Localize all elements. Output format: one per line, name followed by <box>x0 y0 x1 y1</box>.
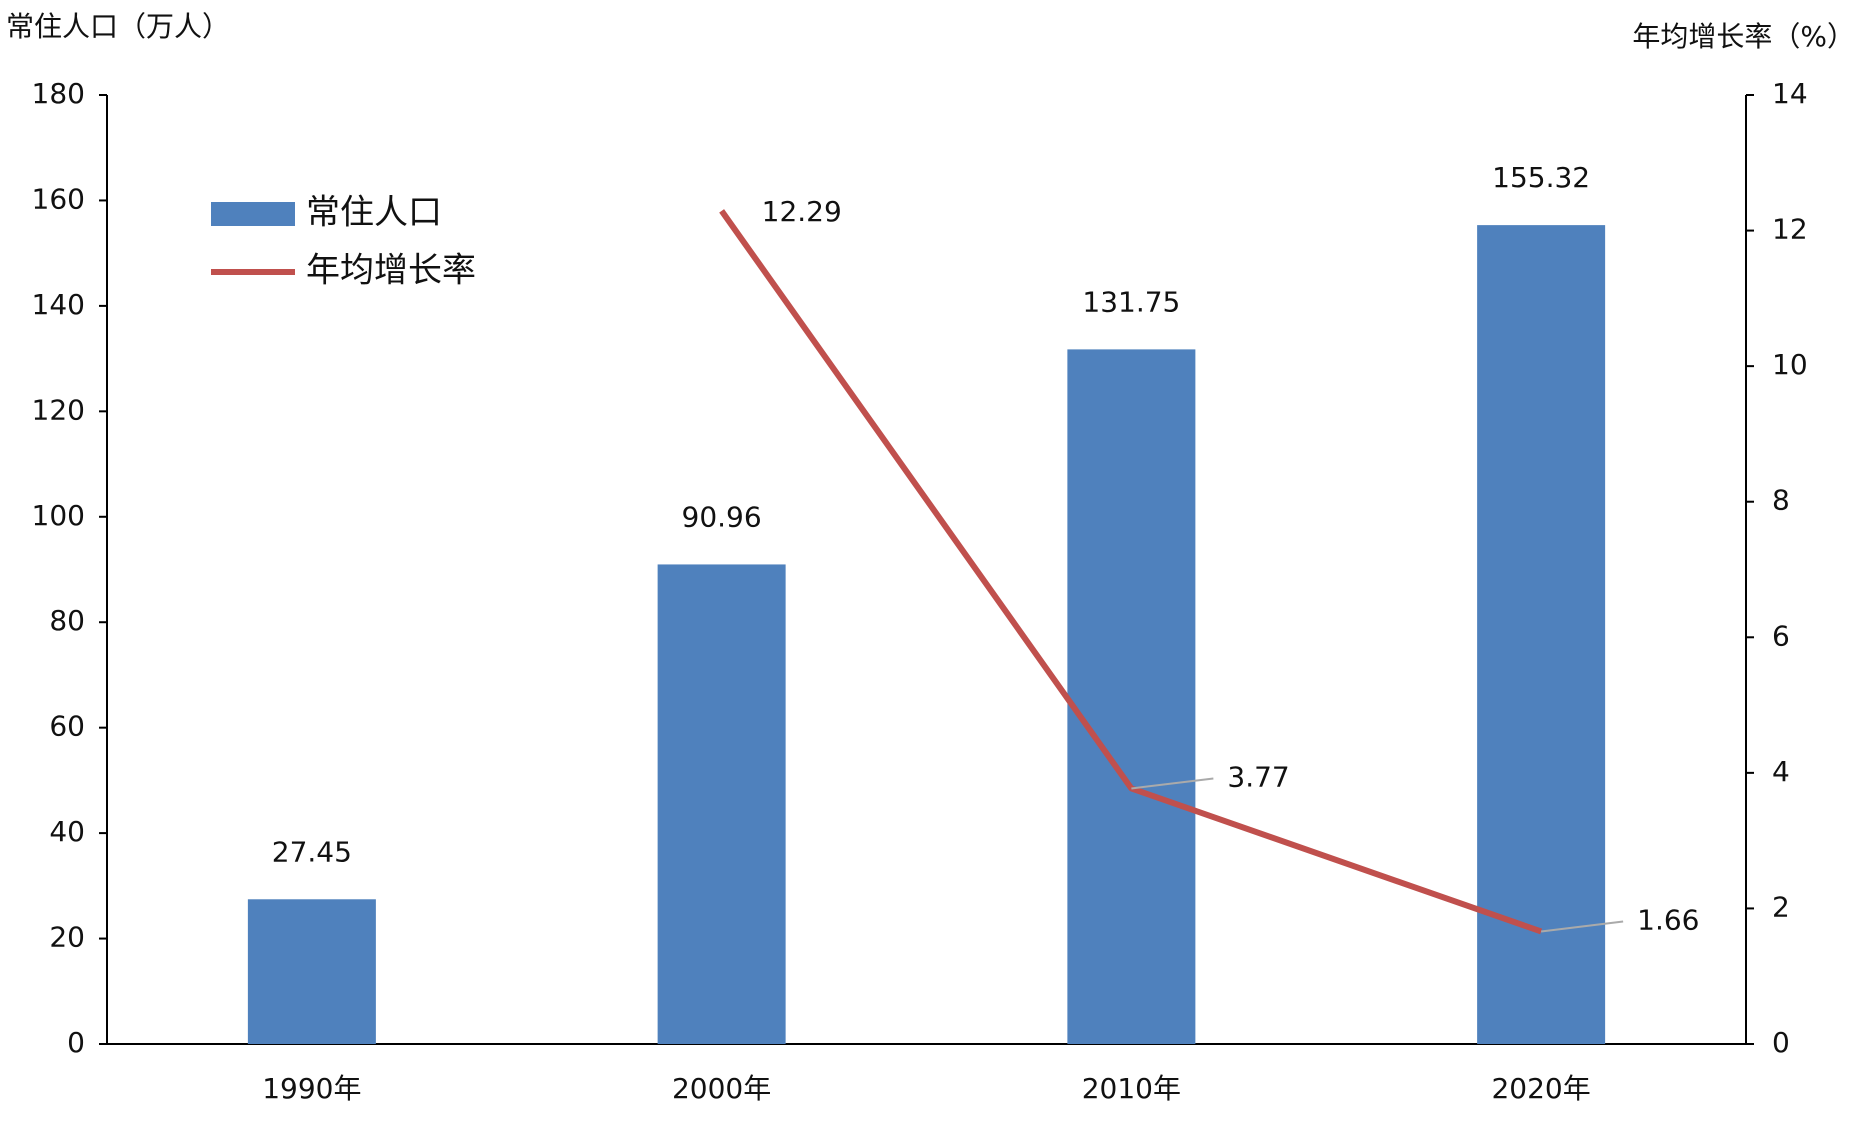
data-label: 12.29 <box>762 195 842 228</box>
y-tick-label: 160 <box>32 182 85 215</box>
y-tick-label: 180 <box>32 77 85 110</box>
data-label: 3.77 <box>1227 760 1289 793</box>
data-label: 27.45 <box>272 835 352 868</box>
x-tick-label: 1990年 <box>262 1072 361 1105</box>
leader-line <box>1131 777 1214 790</box>
bar <box>657 564 786 1044</box>
data-label: 1.66 <box>1637 903 1699 936</box>
leader-line <box>1541 920 1624 933</box>
legend-label: 年均增长率 <box>306 251 476 291</box>
y2-tick-label: 10 <box>1772 348 1808 381</box>
data-label: 155.32 <box>1492 161 1590 194</box>
legend-swatch <box>211 202 295 226</box>
y2-tick-label: 12 <box>1772 213 1808 246</box>
data-label: 90.96 <box>682 500 762 533</box>
y-tick-label: 60 <box>49 710 85 743</box>
y-axis-title: 常住人口（万人） <box>6 10 230 43</box>
y-tick-label: 80 <box>49 604 85 637</box>
y2-tick-label: 0 <box>1772 1026 1790 1059</box>
y2-tick-label: 2 <box>1772 890 1790 923</box>
y-tick-label: 100 <box>32 499 85 532</box>
y2-tick-label: 8 <box>1772 484 1790 517</box>
x-tick-label: 2020年 <box>1491 1072 1590 1105</box>
y-tick-label: 140 <box>32 288 85 321</box>
y2-tick-label: 4 <box>1772 755 1790 788</box>
y-tick-label: 20 <box>49 921 85 954</box>
legend-label: 常住人口 <box>306 193 442 233</box>
bar <box>247 899 376 1044</box>
data-label: 131.75 <box>1082 285 1180 318</box>
x-tick-label: 2010年 <box>1082 1072 1181 1105</box>
bar <box>1477 225 1606 1045</box>
y-tick-label: 40 <box>49 815 85 848</box>
y-tick-label: 120 <box>32 393 85 426</box>
x-tick-label: 2000年 <box>672 1072 771 1105</box>
y2-tick-label: 14 <box>1772 77 1808 110</box>
y-tick-label: 0 <box>67 1026 85 1059</box>
y2-tick-label: 6 <box>1772 619 1790 652</box>
y2-axis-title: 年均增长率（%） <box>1632 20 1855 53</box>
bar <box>1067 349 1196 1044</box>
